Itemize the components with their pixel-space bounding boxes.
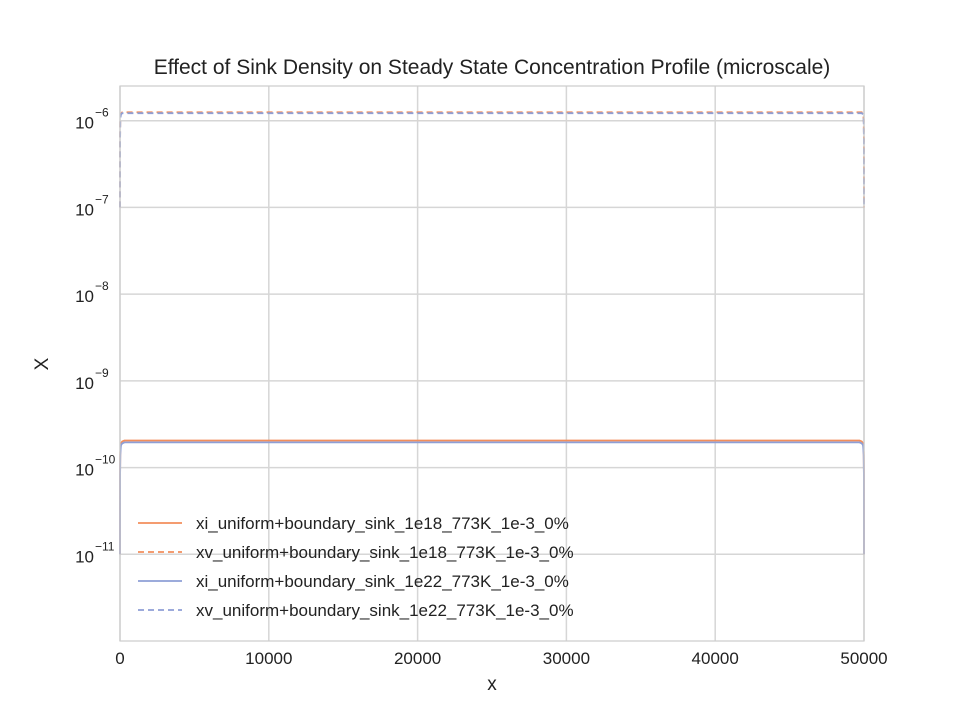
legend-item: xv_uniform+boundary_sink_1e18_773K_1e-3_… — [138, 543, 574, 562]
y-tick-exponent: −9 — [95, 366, 109, 380]
y-tick-base: 10 — [75, 114, 94, 133]
y-tick-base: 10 — [75, 200, 94, 219]
x-tick-label: 40000 — [692, 649, 739, 668]
legend-item: xi_uniform+boundary_sink_1e22_773K_1e-3_… — [138, 572, 569, 591]
y-tick-exponent: −6 — [95, 106, 109, 120]
y-tick-label: 10−6 — [75, 106, 109, 133]
x-tick-label: 10000 — [245, 649, 292, 668]
x-tick-label: 20000 — [394, 649, 441, 668]
y-tick-base: 10 — [75, 547, 94, 566]
x-tick-labels: 0 10000 20000 30000 40000 50000 — [115, 649, 887, 668]
y-tick-label: 10−7 — [75, 192, 109, 219]
y-tick-exponent: −8 — [95, 279, 109, 293]
chart-title: Effect of Sink Density on Steady State C… — [154, 56, 831, 79]
legend-item: xi_uniform+boundary_sink_1e18_773K_1e-3_… — [138, 514, 569, 533]
x-tick-label: 50000 — [840, 649, 887, 668]
series-line — [119, 112, 865, 208]
plot-frame — [119, 85, 865, 642]
legend-label: xv_uniform+boundary_sink_1e22_773K_1e-3_… — [196, 601, 574, 620]
legend-item: xv_uniform+boundary_sink_1e22_773K_1e-3_… — [138, 601, 574, 620]
y-tick-label: 10−9 — [75, 366, 109, 393]
y-axis-label: X — [32, 357, 53, 370]
y-tick-base: 10 — [75, 287, 94, 306]
y-tick-base: 10 — [75, 461, 94, 480]
y-tick-base: 10 — [75, 374, 94, 393]
legend-label: xi_uniform+boundary_sink_1e18_773K_1e-3_… — [196, 514, 569, 533]
x-tick-label: 30000 — [543, 649, 590, 668]
y-tick-label: 10−8 — [75, 279, 109, 306]
x-axis-label: x — [487, 674, 497, 695]
x-tick-label: 0 — [115, 649, 124, 668]
y-tick-exponent: −11 — [95, 539, 115, 553]
y-tick-exponent: −7 — [95, 192, 109, 206]
y-tick-label: 10−11 — [75, 539, 115, 566]
y-tick-label: 10−10 — [75, 453, 116, 480]
legend-label: xv_uniform+boundary_sink_1e18_773K_1e-3_… — [196, 543, 574, 562]
plot-area — [120, 86, 864, 641]
legend-label: xi_uniform+boundary_sink_1e22_773K_1e-3_… — [196, 572, 569, 591]
legend: xi_uniform+boundary_sink_1e18_773K_1e-3_… — [138, 514, 574, 620]
y-tick-exponent: −10 — [95, 453, 116, 467]
